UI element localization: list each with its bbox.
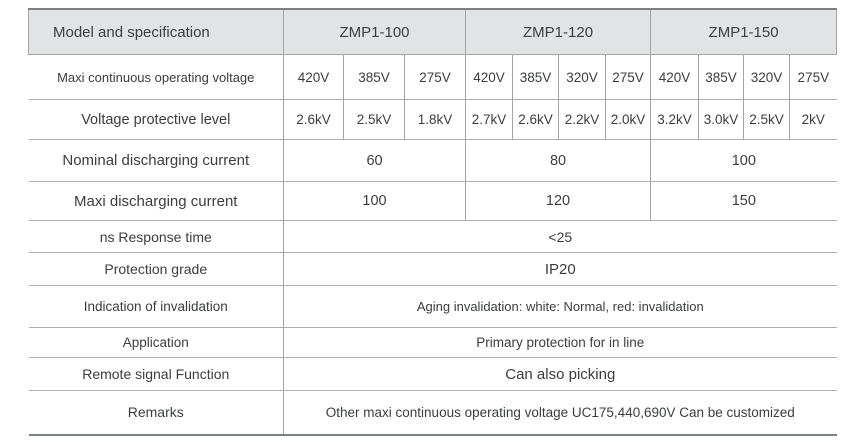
row-label: Voltage protective level xyxy=(28,99,284,140)
row-max-continuous-voltage: Maxi continuous operating voltage 420V 3… xyxy=(28,54,837,100)
row-label: Remote signal Function xyxy=(28,357,284,391)
row-label: Maxi discharging current xyxy=(28,181,284,221)
kv-cell: 2.5kV xyxy=(743,99,791,140)
voltage-cell: 385V xyxy=(343,54,405,100)
kv-cell: 2.5kV xyxy=(343,99,405,140)
row-label: Nominal discharging current xyxy=(28,139,284,182)
value-cell: Can also picking xyxy=(283,357,837,391)
value-cell: Aging invalidation: white: Normal, red: … xyxy=(283,285,837,328)
voltage-cell: 420V xyxy=(650,54,700,100)
current-cell: 120 xyxy=(465,181,652,221)
row-response-time: ns Response time <25 xyxy=(28,220,837,253)
kv-cell: 2kV xyxy=(789,99,837,140)
row-nominal-discharging-current: Nominal discharging current 60 80 100 xyxy=(28,139,837,182)
current-cell: 150 xyxy=(650,181,837,221)
header-label: Model and specification xyxy=(28,8,284,55)
row-remote-signal-function: Remote signal Function Can also picking xyxy=(28,357,837,391)
value-cell: Primary protection for in line xyxy=(283,327,837,358)
kv-cell: 3.2kV xyxy=(650,99,700,140)
voltage-cell: 420V xyxy=(465,54,514,100)
row-indication-of-invalidation: Indication of invalidation Aging invalid… xyxy=(28,285,837,328)
current-cell: 80 xyxy=(465,139,652,182)
kv-cell: 2.7kV xyxy=(465,99,514,140)
current-cell: 100 xyxy=(282,181,467,221)
row-maxi-discharging-current: Maxi discharging current 100 120 150 xyxy=(28,181,837,221)
voltage-cell: 320V xyxy=(558,54,607,100)
voltage-cell: 420V xyxy=(283,54,344,100)
voltage-cell: 275V xyxy=(403,54,467,100)
value-cell: <25 xyxy=(283,220,837,253)
voltage-cell: 385V xyxy=(698,54,745,100)
value-cell: Other maxi continuous operating voltage … xyxy=(283,390,837,435)
row-voltage-protective-level: Voltage protective level 2.6kV 2.5kV 1.8… xyxy=(28,99,837,140)
voltage-cell: 275V xyxy=(605,54,652,100)
row-label: ns Response time xyxy=(28,220,284,253)
value-cell: IP20 xyxy=(283,252,837,286)
voltage-cell: 320V xyxy=(743,54,791,100)
row-label: Application xyxy=(28,327,284,358)
header-row: Model and specification ZMP1-100 ZMP1-12… xyxy=(28,8,838,55)
spec-table: Model and specification ZMP1-100 ZMP1-12… xyxy=(28,8,838,436)
row-label: Remarks xyxy=(28,390,284,435)
row-label: Indication of invalidation xyxy=(28,285,284,328)
kv-cell: 2.2kV xyxy=(558,99,607,140)
voltage-cell: 385V xyxy=(512,54,560,100)
current-cell: 100 xyxy=(650,139,837,182)
header-model-zmp1-100: ZMP1-100 xyxy=(282,8,467,55)
row-label: Protection grade xyxy=(28,252,284,286)
row-protection-grade: Protection grade IP20 xyxy=(28,252,837,286)
kv-cell: 2.6kV xyxy=(283,99,344,140)
header-model-zmp1-120: ZMP1-120 xyxy=(465,8,652,55)
kv-cell: 2.0kV xyxy=(605,99,652,140)
kv-cell: 2.6kV xyxy=(512,99,560,140)
row-application: Application Primary protection for in li… xyxy=(28,327,837,358)
current-cell: 60 xyxy=(282,139,467,182)
header-model-zmp1-150: ZMP1-150 xyxy=(650,8,838,55)
kv-cell: 1.8kV xyxy=(403,99,467,140)
row-remarks: Remarks Other maxi continuous operating … xyxy=(28,390,837,435)
row-label: Maxi continuous operating voltage xyxy=(28,54,284,100)
voltage-cell: 275V xyxy=(789,54,837,100)
kv-cell: 3.0kV xyxy=(698,99,745,140)
